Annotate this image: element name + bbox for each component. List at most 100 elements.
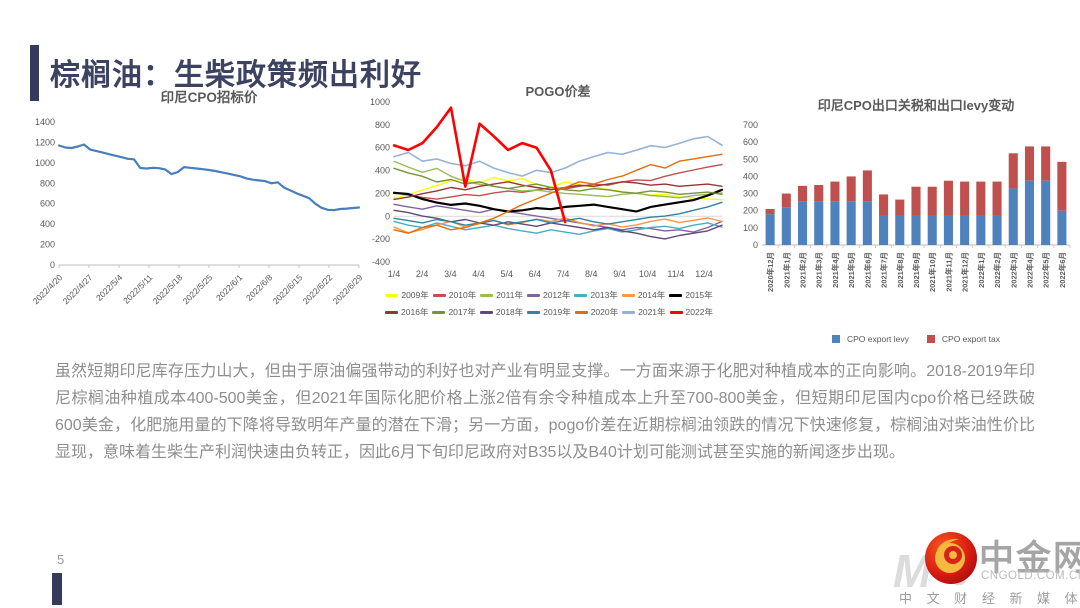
series-2009年 <box>393 176 723 201</box>
x-tick-label: 2022/6/29 <box>331 272 365 306</box>
bar-segment-CPO export levy <box>1024 180 1035 245</box>
x-tick-label: 2021年1月 <box>781 252 791 288</box>
y-tick-label: -400 <box>372 257 390 267</box>
bar-segment-CPO export tax <box>1057 161 1067 211</box>
bar-segment-CPO export levy <box>976 215 986 245</box>
legend-swatch <box>669 310 683 314</box>
cngold-logo: M e 中金网 CNGOLD.COM.CN 中 文 财 经 新 媒 体 <box>893 530 1080 606</box>
legend-item-2020年: 2020年 <box>574 306 618 318</box>
y-tick-label: 1400 <box>35 117 55 127</box>
legend-item-2010年: 2010年 <box>432 289 476 301</box>
legend-label: 2021年 <box>638 307 666 317</box>
y-tick-label: 0 <box>385 211 390 221</box>
series-2020年 <box>393 153 723 234</box>
y-tick-label: 1000 <box>370 97 390 107</box>
x-tick-label: 2021年11月 <box>943 252 953 292</box>
x-tick-label: 6/4 <box>529 269 542 279</box>
x-tick-label: 2022/6/8 <box>244 272 275 303</box>
y-tick-label: 200 <box>743 206 758 216</box>
x-tick-label: 2022年3月 <box>1008 252 1018 288</box>
bar-segment-CPO export tax <box>895 199 905 215</box>
series-2013年 <box>393 220 723 235</box>
x-tick-label: 2021年3月 <box>814 252 824 288</box>
legend-item-2011年: 2011年 <box>480 289 523 301</box>
cngold-circle-icon <box>925 532 977 584</box>
legend-swatch <box>385 310 399 314</box>
legend-item-2019年: 2019年 <box>527 306 571 318</box>
x-tick-label: 2022/5/11 <box>121 272 155 306</box>
y-tick-label: 700 <box>743 120 758 130</box>
x-tick-label: 2020年12月 <box>765 252 775 292</box>
legend-item-2022年: 2022年 <box>669 306 713 318</box>
series-2017年 <box>393 167 723 195</box>
x-tick-label: 4/4 <box>472 269 485 279</box>
x-tick-label: 2022/5/18 <box>151 272 185 306</box>
page-number: 5 <box>57 552 65 567</box>
chart-title: 印尼CPO招标价 <box>161 89 258 105</box>
y-tick-label: 1000 <box>35 158 55 168</box>
legend-swatch <box>480 293 494 297</box>
x-tick-label: 2021年6月 <box>862 252 872 288</box>
pogo-price-spread-svg: POGO价差 1000 800 600 400 200 0 -200 -400 1/4 2/4 3/4… <box>370 84 724 279</box>
x-tick-label: 2022/4/27 <box>61 272 95 306</box>
y-tick-label: 500 <box>743 154 758 164</box>
legend-label: 2017年 <box>448 307 476 317</box>
bar-segment-CPO export tax <box>1041 146 1051 181</box>
legend-label: 2012年 <box>542 290 571 300</box>
body-paragraph: 虽然短期印尼库存压力山大，但由于原油偏强带动的利好也对产业有明显支撑。一方面来源… <box>55 363 1035 461</box>
legend-label: 2018年 <box>495 307 524 317</box>
x-tick-label: 2021年9月 <box>911 252 921 288</box>
bar-segment-CPO export tax <box>927 186 937 215</box>
y-tick-label: 800 <box>40 178 55 188</box>
series-2021年 <box>393 135 723 177</box>
legend-swatch <box>432 293 446 297</box>
export-chart-legend: CPO export levy CPO export tax <box>766 334 1066 344</box>
bar-segment-CPO export levy <box>830 201 840 245</box>
footer-accent-bar <box>52 573 62 605</box>
bar-segment-CPO export tax <box>797 185 808 202</box>
pogo-chart-legend: 2009年 2010年 2011年 2012年 2013年 2014年 2015年 2016年… <box>368 289 730 318</box>
x-tick-label: 2022/5/25 <box>181 272 215 306</box>
legend-item-2009年: 2009年 <box>385 289 429 301</box>
chart-title: POGO价差 <box>525 84 590 99</box>
y-tick-label: 300 <box>743 189 758 199</box>
legend-item-2014年: 2014年 <box>621 289 666 301</box>
legend-item-2017年: 2017年 <box>432 306 476 318</box>
bar-segment-CPO export tax <box>976 181 986 215</box>
bar-segment-CPO export tax <box>781 193 791 208</box>
bar-segment-CPO export levy <box>765 214 775 245</box>
legend-label: 2016年 <box>401 307 429 317</box>
bar-segment-CPO export tax <box>1008 153 1018 189</box>
legend-swatch <box>622 310 636 314</box>
y-tick-label: 600 <box>375 143 390 153</box>
y-tick-label: 200 <box>40 240 55 250</box>
chart-cpo-tender-price: 印尼CPO招标价 1400 1200 1000 800 600 400 200 0 2022/4/… <box>31 86 365 338</box>
x-tick-label: 2022/6/22 <box>301 272 335 306</box>
x-tick-label: 2021年12月 <box>960 252 970 292</box>
legend-item-2021年: 2021年 <box>622 306 666 318</box>
chart-export-tax-levy: 印尼CPO出口关税和出口levy变动 700 600 500 400 300 200 100 0… <box>736 92 1080 330</box>
series-2022年 <box>392 106 567 224</box>
y-tick-label: 200 <box>375 188 390 198</box>
title-accent-bar <box>30 45 39 101</box>
legend-item-2016年: 2016年 <box>385 306 428 318</box>
chart-title: 印尼CPO出口关税和出口levy变动 <box>818 98 1014 113</box>
bar-segment-CPO export levy <box>1057 210 1067 245</box>
bar-segment-CPO export tax <box>830 181 840 202</box>
x-tick-label: 11/4 <box>667 269 684 279</box>
bar-segment-CPO export levy <box>911 215 921 245</box>
legend-label: 2014年 <box>637 290 666 300</box>
bar-segment-CPO export levy <box>781 207 791 245</box>
legend-label: CPO export levy <box>847 334 909 344</box>
legend-swatch <box>621 293 635 297</box>
x-tick-label: 2022年1月 <box>976 252 986 288</box>
indonesia-cpo-tender-price-svg: 印尼CPO招标价 1400 1200 1000 800 600 400 200 0 2022/4/… <box>31 89 365 306</box>
bar-segment-CPO export levy <box>992 215 1002 245</box>
watermark-text-left: M <box>893 545 932 597</box>
legend-label: 2013年 <box>590 290 618 300</box>
bar-segment-CPO export levy <box>895 215 905 245</box>
legend-item-CPO export tax: CPO export tax <box>926 334 1000 344</box>
legend-swatch <box>926 335 935 343</box>
x-tick-label: 2022/4/20 <box>33 272 65 306</box>
y-tick-label: 1200 <box>35 137 55 147</box>
